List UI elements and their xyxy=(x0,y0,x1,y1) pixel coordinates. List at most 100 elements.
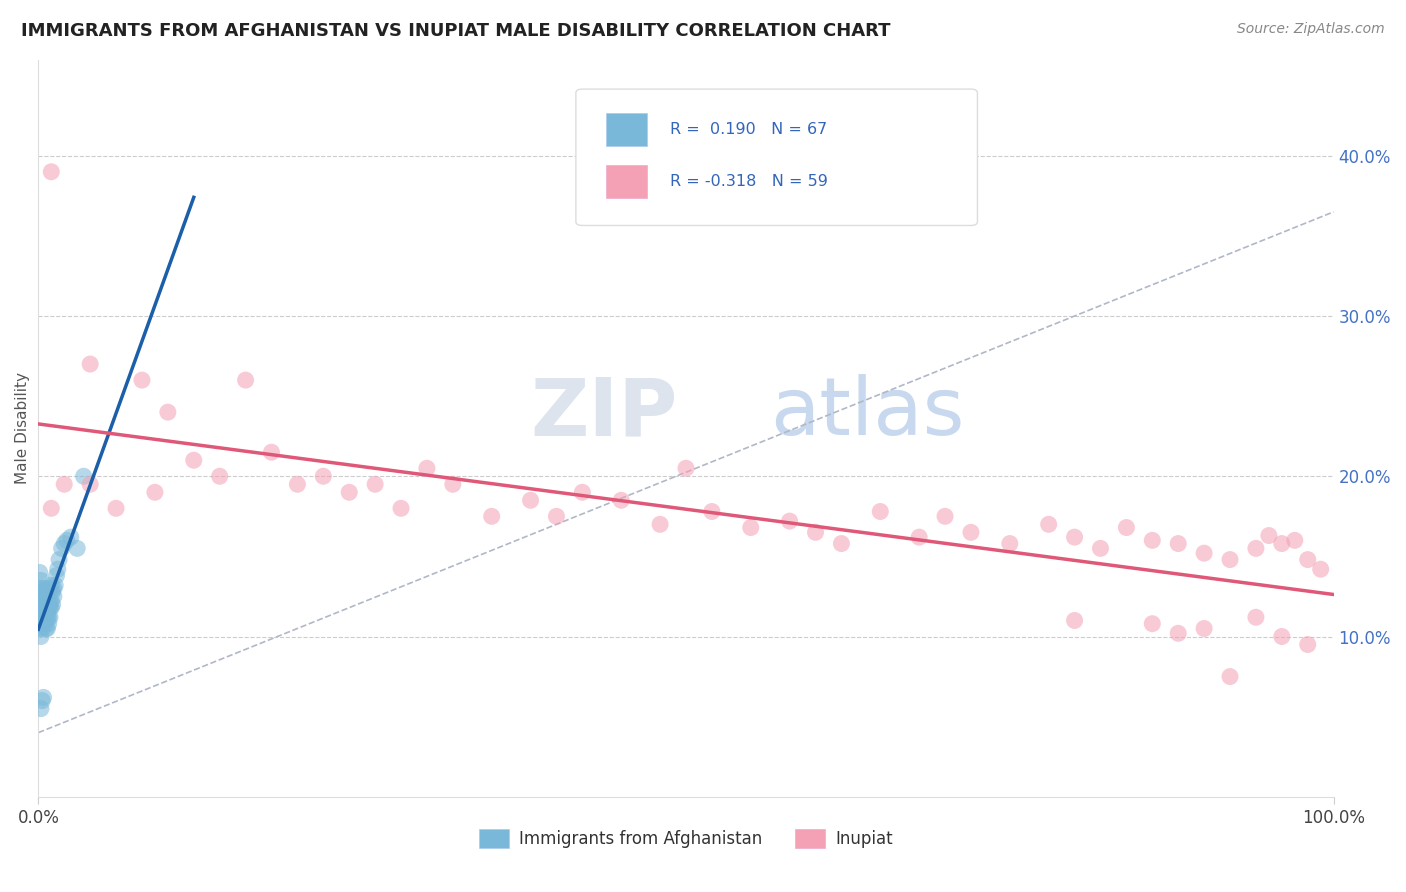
Point xyxy=(1219,669,1241,683)
Point xyxy=(32,600,55,615)
Point xyxy=(46,562,69,576)
Point xyxy=(66,541,89,556)
Legend: Immigrants from Afghanistan, Inupiat: Immigrants from Afghanistan, Inupiat xyxy=(472,822,900,855)
Point xyxy=(908,530,931,544)
Point xyxy=(1142,533,1164,548)
Point xyxy=(1063,614,1085,628)
Point xyxy=(260,445,283,459)
Point xyxy=(312,469,335,483)
Point xyxy=(337,485,360,500)
Point xyxy=(56,533,79,548)
Point xyxy=(45,568,67,582)
Point xyxy=(960,525,983,540)
Point xyxy=(51,541,73,556)
Point xyxy=(830,536,852,550)
Point xyxy=(38,610,60,624)
Point xyxy=(79,357,101,371)
Point xyxy=(35,600,58,615)
Point xyxy=(59,530,82,544)
Point xyxy=(39,594,62,608)
Point xyxy=(30,606,52,620)
Point xyxy=(1167,626,1189,640)
Point xyxy=(1244,610,1267,624)
Point xyxy=(34,582,56,596)
Point xyxy=(35,590,58,604)
Point xyxy=(39,598,62,612)
Point xyxy=(1090,541,1112,556)
Point xyxy=(37,582,59,596)
Point xyxy=(740,520,762,534)
Point xyxy=(1142,616,1164,631)
Point xyxy=(39,501,62,516)
Point xyxy=(37,610,59,624)
Point xyxy=(519,493,541,508)
Point xyxy=(1038,517,1060,532)
Point xyxy=(39,610,62,624)
Point xyxy=(73,469,96,483)
Point xyxy=(30,574,52,588)
Point xyxy=(648,517,671,532)
Point xyxy=(32,584,55,599)
Point xyxy=(934,509,956,524)
Point xyxy=(30,590,52,604)
Point xyxy=(30,590,52,604)
Point xyxy=(208,469,231,483)
Point xyxy=(1063,530,1085,544)
Point xyxy=(183,453,205,467)
Point xyxy=(28,622,51,636)
Bar xyxy=(606,165,647,198)
Point xyxy=(287,477,309,491)
Point xyxy=(34,594,56,608)
Point xyxy=(235,373,257,387)
Text: Source: ZipAtlas.com: Source: ZipAtlas.com xyxy=(1237,22,1385,37)
Point xyxy=(41,598,63,612)
Point xyxy=(1115,520,1137,534)
Bar xyxy=(606,113,647,146)
Point xyxy=(31,693,53,707)
Point xyxy=(31,582,53,596)
Point xyxy=(1271,630,1294,644)
Point xyxy=(31,614,53,628)
Point xyxy=(28,566,51,580)
Point xyxy=(37,598,59,612)
Point xyxy=(34,606,56,620)
Point xyxy=(1192,546,1215,560)
Text: ZIP: ZIP xyxy=(530,375,678,452)
Point xyxy=(30,701,52,715)
Point xyxy=(364,477,387,491)
Point xyxy=(44,578,66,592)
Point xyxy=(1296,638,1319,652)
Point xyxy=(481,509,503,524)
Point xyxy=(675,461,697,475)
Point xyxy=(39,578,62,592)
Point xyxy=(35,598,58,612)
Point xyxy=(39,584,62,599)
Point xyxy=(34,616,56,631)
Point xyxy=(1167,536,1189,550)
Point xyxy=(37,622,59,636)
Point xyxy=(34,610,56,624)
Point xyxy=(28,598,51,612)
Point xyxy=(42,590,65,604)
Point xyxy=(31,590,53,604)
Point xyxy=(30,614,52,628)
Text: atlas: atlas xyxy=(770,375,965,452)
Point xyxy=(53,477,76,491)
Point xyxy=(32,594,55,608)
Point xyxy=(571,485,593,500)
Point xyxy=(53,536,76,550)
Point xyxy=(32,616,55,631)
Point xyxy=(143,485,166,500)
Point xyxy=(34,590,56,604)
Point xyxy=(30,606,52,620)
Point xyxy=(37,594,59,608)
Point xyxy=(804,525,827,540)
Point xyxy=(38,584,60,599)
Point xyxy=(131,373,153,387)
Text: R = -0.318   N = 59: R = -0.318 N = 59 xyxy=(671,174,828,189)
Point xyxy=(1257,528,1279,542)
Point xyxy=(31,606,53,620)
Point xyxy=(34,600,56,615)
Point xyxy=(1192,622,1215,636)
Point xyxy=(31,598,53,612)
